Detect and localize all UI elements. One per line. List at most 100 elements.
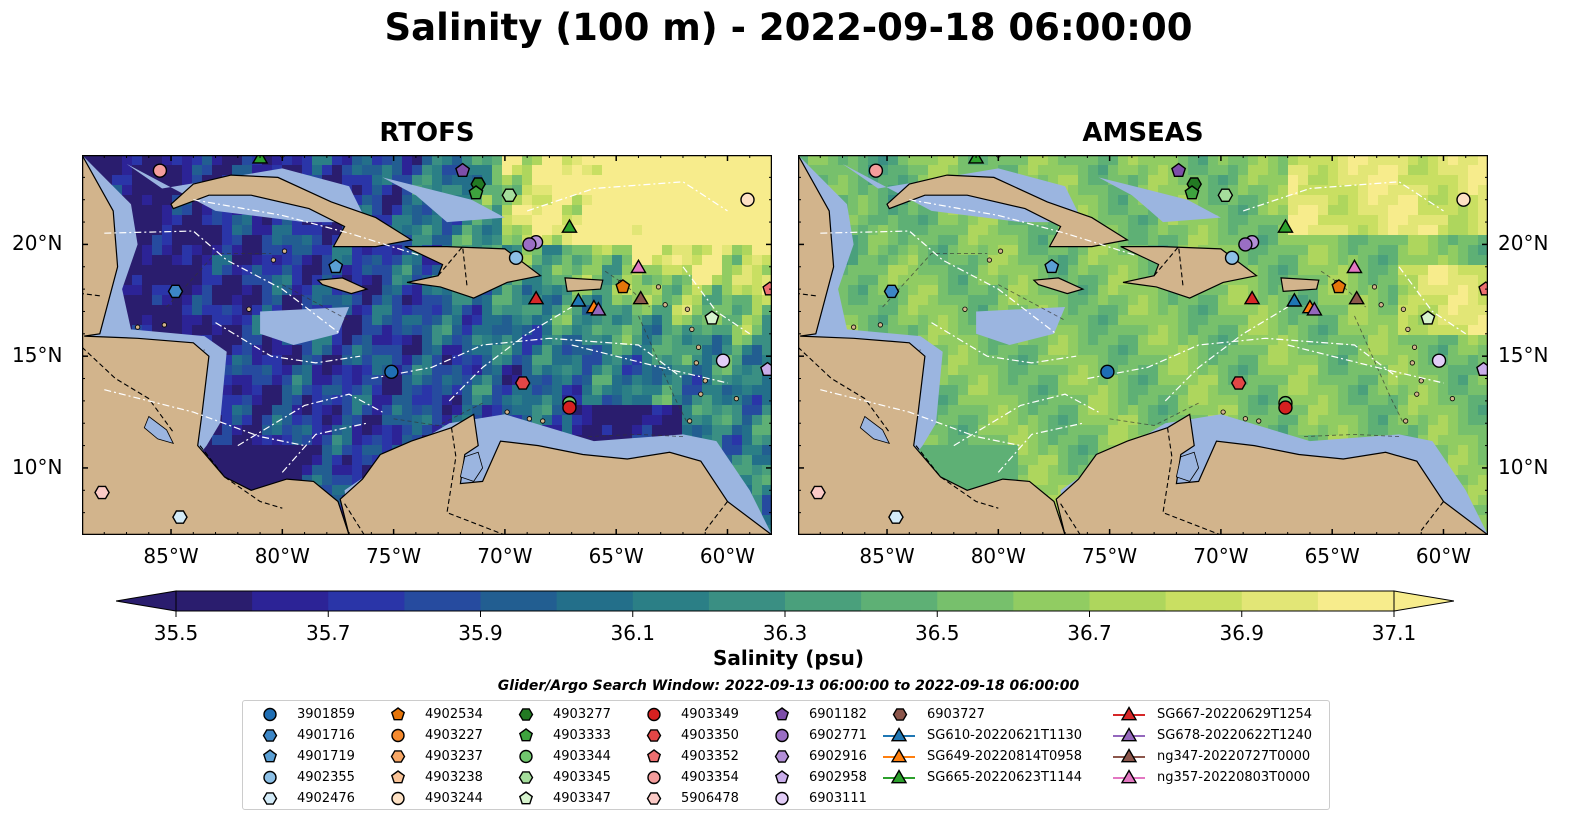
map-frame — [82, 155, 772, 535]
colorbar-segment — [328, 591, 405, 611]
legend-marker — [883, 727, 915, 742]
legend-label: 4903333 — [553, 728, 611, 743]
island — [1411, 344, 1418, 350]
country-border — [915, 445, 999, 509]
legend-marker — [774, 770, 790, 784]
float-marker — [760, 361, 772, 377]
shelf-area — [260, 307, 350, 345]
land-south-america — [1055, 413, 1488, 535]
island — [1378, 302, 1384, 308]
lat-tick-label: 20°N — [12, 231, 63, 256]
float-marker — [810, 485, 826, 500]
legend-triangle — [1120, 769, 1138, 784]
float-marker — [1306, 301, 1323, 316]
legend-marker — [1113, 706, 1145, 721]
land-cuba — [886, 174, 1130, 248]
float-marker — [1243, 290, 1261, 305]
isobath-line — [882, 252, 988, 308]
eez-boundary — [104, 230, 341, 335]
island — [1400, 306, 1407, 312]
eez-boundary — [1164, 306, 1289, 402]
float-marker — [251, 155, 269, 164]
float-marker — [888, 510, 904, 524]
colorbar-tick-label: 35.5 — [153, 621, 199, 645]
colorbar-segment — [1089, 591, 1167, 611]
legend-label: 4903244 — [425, 791, 483, 806]
eez-boundary — [371, 337, 684, 380]
country-border — [1420, 501, 1444, 531]
legend-label: 4902534 — [425, 707, 483, 722]
salinity-colorbar — [116, 590, 1454, 617]
legend-pentagon — [262, 749, 278, 763]
lon-tick-label: 70°W — [1193, 544, 1249, 568]
legend-hexagon — [646, 792, 662, 805]
float-marker — [1171, 162, 1187, 177]
legend-marker — [1113, 748, 1145, 763]
legend-label: 6902958 — [809, 770, 867, 785]
legend-label: 4902355 — [297, 770, 355, 785]
isobath-line — [587, 433, 684, 438]
colorbar-segment — [176, 591, 253, 611]
float-marker — [868, 163, 884, 178]
eez-boundary — [571, 344, 728, 384]
legend-label: 4903349 — [681, 707, 739, 722]
lat-tick-label: 20°N — [1498, 231, 1549, 256]
colorbar-label: Salinity (psu) — [712, 646, 864, 670]
isobath-line — [1109, 402, 1199, 426]
float-marker — [384, 364, 399, 380]
island — [684, 306, 691, 312]
land-south-america — [339, 413, 772, 535]
colorbar-tick-label: 36.7 — [1067, 621, 1112, 645]
rtofs-salinity-map[interactable] — [82, 155, 772, 535]
country-border — [798, 293, 816, 297]
legend-label: 4901719 — [297, 749, 355, 764]
legend-label: ng357-20220803T0000 — [1157, 770, 1311, 785]
lon-tick-label: 80°W — [970, 544, 1026, 568]
legend-label: 4902476 — [297, 791, 355, 806]
colorbar-segment — [937, 591, 1014, 611]
colorbar-segment — [556, 591, 634, 611]
colorbar-segment — [785, 591, 862, 611]
float-marker — [1224, 250, 1240, 266]
country-border — [1153, 245, 1184, 287]
island — [851, 324, 857, 330]
lon-tick-label: 85°W — [143, 544, 199, 568]
map-frame — [798, 155, 1488, 535]
isobath-line — [393, 402, 483, 426]
legend-marker — [775, 728, 789, 743]
legend-label: 4903345 — [553, 770, 611, 785]
float-marker — [590, 301, 607, 316]
land-puerto-rico — [564, 277, 604, 293]
legend-pentagon — [774, 707, 790, 721]
float-marker — [570, 292, 587, 307]
float-marker — [1331, 279, 1347, 294]
float-marker — [328, 258, 344, 274]
legend-marker — [519, 749, 533, 764]
island — [1403, 418, 1409, 424]
lon-tick-label: 65°W — [1304, 544, 1360, 568]
legend-marker — [883, 769, 915, 784]
colorbar-segment — [1165, 591, 1243, 611]
country-border — [798, 346, 890, 433]
float-marker — [1238, 237, 1253, 252]
lon-tick-label: 85°W — [859, 544, 915, 568]
island — [1242, 416, 1248, 422]
legend-marker — [1113, 769, 1145, 784]
island — [962, 306, 968, 312]
legend-label: SG610-20220621T1130 — [927, 728, 1083, 743]
island — [687, 418, 693, 424]
lon-tick-label: 70°W — [477, 544, 533, 568]
legend-label: 6901182 — [809, 707, 867, 722]
amseas-salinity-map[interactable] — [798, 155, 1488, 535]
legend-hexagon — [390, 750, 406, 763]
island — [1418, 378, 1424, 384]
legend-triangle — [890, 748, 908, 763]
legend-label: 4903238 — [425, 770, 483, 785]
eez-boundary — [953, 393, 1099, 447]
legend-hexagon — [262, 729, 278, 742]
lon-tick-label: 75°W — [365, 544, 422, 568]
legend-label: 5906478 — [681, 791, 739, 806]
legend-marker — [647, 707, 661, 722]
colorbar-segment — [708, 591, 786, 611]
lon-tick-label: 60°W — [1415, 544, 1472, 568]
